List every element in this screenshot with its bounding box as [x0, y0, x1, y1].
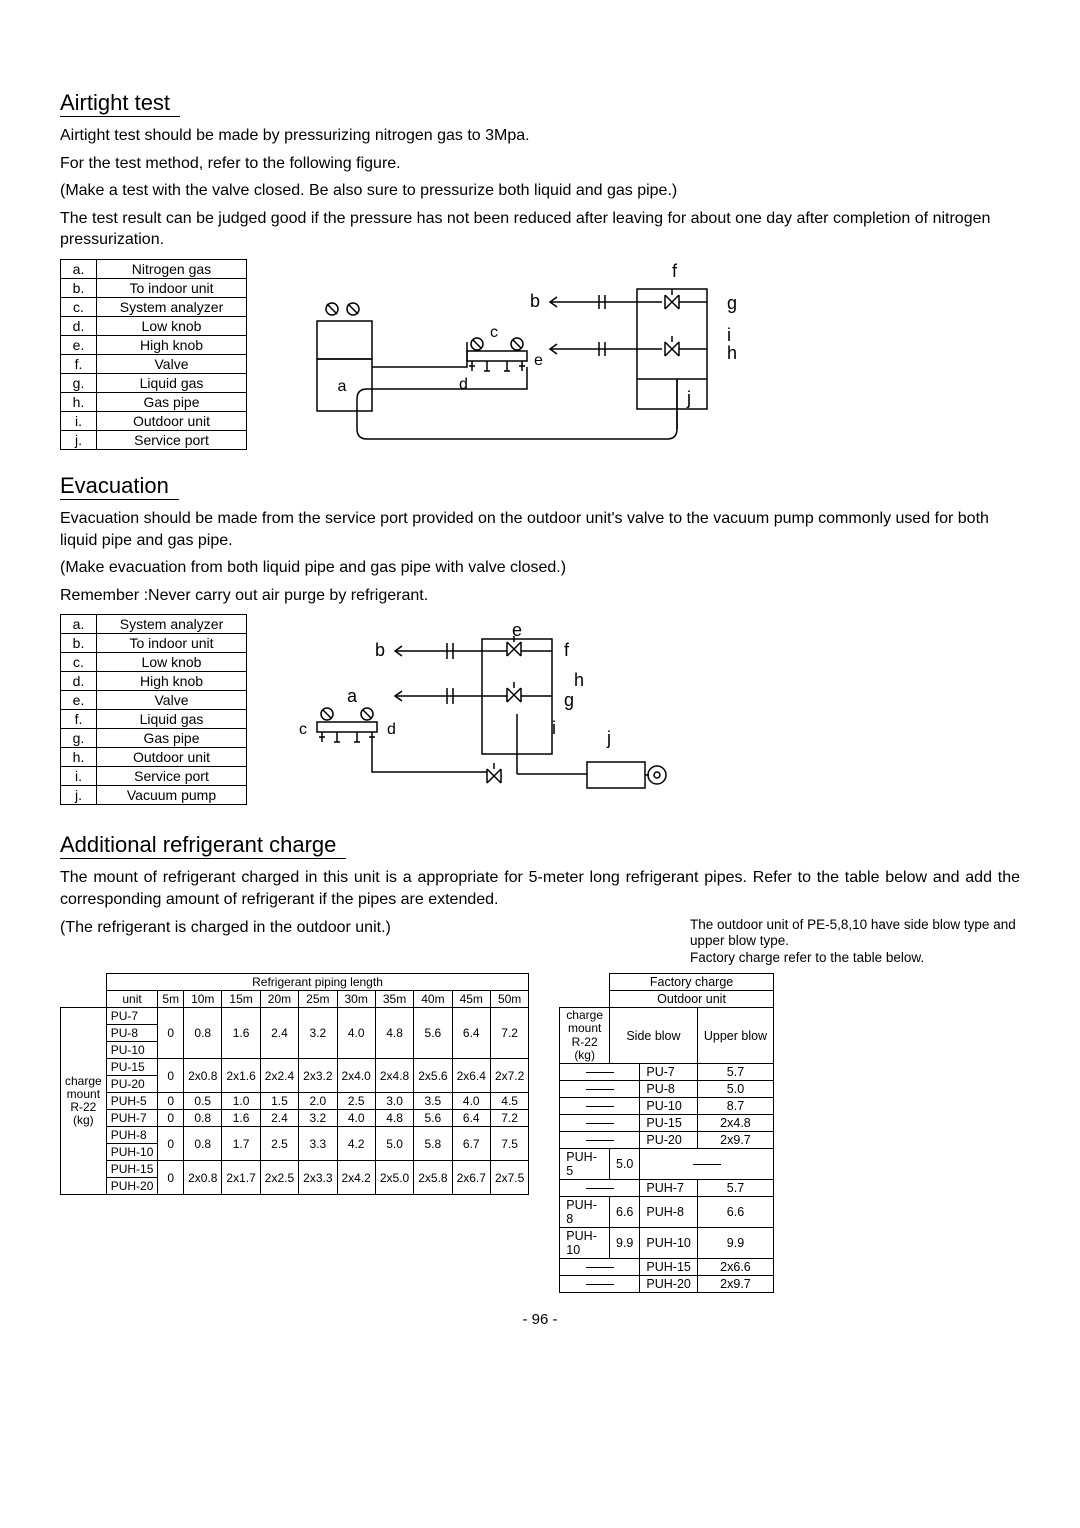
svg-text:a: a — [347, 686, 358, 706]
evacuation-p2: (Make evacuation from both liquid pipe a… — [60, 557, 1020, 579]
charge-title: Additional refrigerant charge — [60, 832, 346, 859]
charge-table: Refrigerant piping length unit5m10m15m20… — [60, 973, 529, 1195]
svg-text:i: i — [552, 718, 556, 738]
svg-text:h: h — [727, 343, 737, 363]
charge-p1: The mount of refrigerant charged in this… — [60, 867, 1020, 910]
svg-text:g: g — [727, 293, 737, 313]
svg-text:b: b — [375, 640, 385, 660]
airtight-legend: a.Nitrogen gasb.To indoor unitc.System a… — [60, 259, 247, 450]
airtight-p3: (Make a test with the valve closed. Be a… — [60, 180, 1020, 202]
airtight-diagram: a c d e b f g i — [287, 259, 907, 459]
page-number: - 96 - — [60, 1311, 1020, 1328]
svg-text:d: d — [387, 721, 396, 738]
svg-text:g: g — [564, 690, 574, 710]
svg-text:f: f — [564, 640, 570, 660]
evacuation-p3: Remember :Never carry out air purge by r… — [60, 585, 1020, 607]
evacuation-title: Evacuation — [60, 473, 179, 500]
evacuation-legend: a.System analyzerb.To indoor unitc.Low k… — [60, 614, 247, 805]
svg-text:e: e — [534, 352, 543, 369]
evacuation-p1: Evacuation should be made from the servi… — [60, 508, 1020, 551]
evacuation-diagram: b e f h a g c — [287, 614, 847, 814]
charge-note1: The outdoor unit of PE-5,8,10 have side … — [690, 917, 1020, 951]
svg-text:j: j — [606, 728, 611, 748]
charge-p2: (The refrigerant is charged in the outdo… — [60, 917, 650, 939]
svg-text:c: c — [299, 721, 307, 738]
factory-table: Factory charge Outdoor unit chargemountR… — [559, 973, 774, 1293]
svg-text:b: b — [530, 291, 540, 311]
svg-text:a: a — [338, 378, 347, 395]
svg-text:d: d — [459, 376, 468, 393]
airtight-title: Airtight test — [60, 90, 180, 117]
svg-text:j: j — [686, 388, 691, 408]
airtight-p4: The test result can be judged good if th… — [60, 208, 1020, 251]
svg-text:c: c — [490, 324, 498, 341]
charge-note2: Factory charge refer to the table below. — [690, 950, 1020, 967]
svg-text:i: i — [727, 325, 731, 345]
svg-text:h: h — [574, 670, 584, 690]
svg-text:f: f — [672, 261, 678, 281]
airtight-p1: Airtight test should be made by pressuri… — [60, 125, 1020, 147]
airtight-p2: For the test method, refer to the follow… — [60, 153, 1020, 175]
